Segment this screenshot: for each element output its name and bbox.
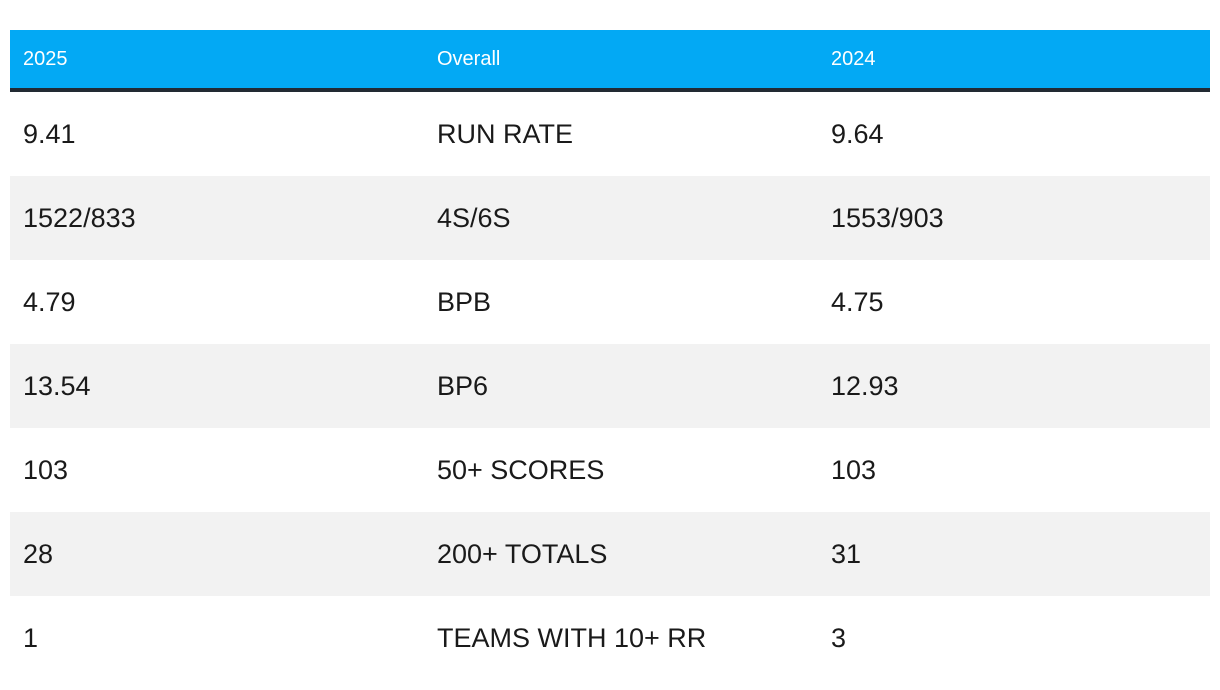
table-row-200-totals: 28 200+ TOTALS 31	[10, 512, 1210, 596]
table-row-4s-6s: 1522/833 4S/6S 1553/903	[10, 176, 1210, 260]
header-overall: Overall	[437, 47, 501, 70]
table-row-bp6: 13.54 BP6 12.93	[10, 344, 1210, 428]
stat-label: RUN RATE	[437, 118, 574, 149]
header-2024: 2024	[831, 47, 876, 70]
table-row-run-rate: 9.41 RUN RATE 9.64	[10, 92, 1210, 176]
table-row-50-scores: 103 50+ SCORES 103	[10, 428, 1210, 512]
value-2025: 1	[23, 622, 39, 653]
stat-label: 4S/6S	[437, 202, 511, 233]
stat-label: 50+ SCORES	[437, 454, 605, 485]
value-2025: 4.79	[23, 286, 76, 317]
value-2025: 28	[23, 538, 54, 569]
stats-comparison-table: 2025 Overall 2024 9.41 RUN RATE 9.64 152…	[10, 30, 1210, 680]
value-2024: 12.93	[831, 370, 899, 401]
value-2024: 103	[831, 454, 877, 485]
stat-label: BPB	[437, 286, 492, 317]
table-header: 2025 Overall 2024	[10, 30, 1210, 92]
value-2024: 31	[831, 538, 862, 569]
value-2024: 9.64	[831, 118, 884, 149]
table-row-teams-10-rr: 1 TEAMS WITH 10+ RR 3	[10, 596, 1210, 680]
header-2025: 2025	[23, 47, 68, 70]
stat-label: TEAMS WITH 10+ RR	[437, 622, 707, 653]
stat-label: 200+ TOTALS	[437, 538, 608, 569]
value-2024: 4.75	[831, 286, 884, 317]
stat-label: BP6	[437, 370, 489, 401]
value-2025: 1522/833	[23, 202, 136, 233]
value-2024: 1553/903	[831, 202, 944, 233]
value-2025: 103	[23, 454, 69, 485]
value-2024: 3	[831, 622, 847, 653]
value-2025: 13.54	[23, 370, 91, 401]
table-row-bpb: 4.79 BPB 4.75	[10, 260, 1210, 344]
value-2025: 9.41	[23, 118, 76, 149]
